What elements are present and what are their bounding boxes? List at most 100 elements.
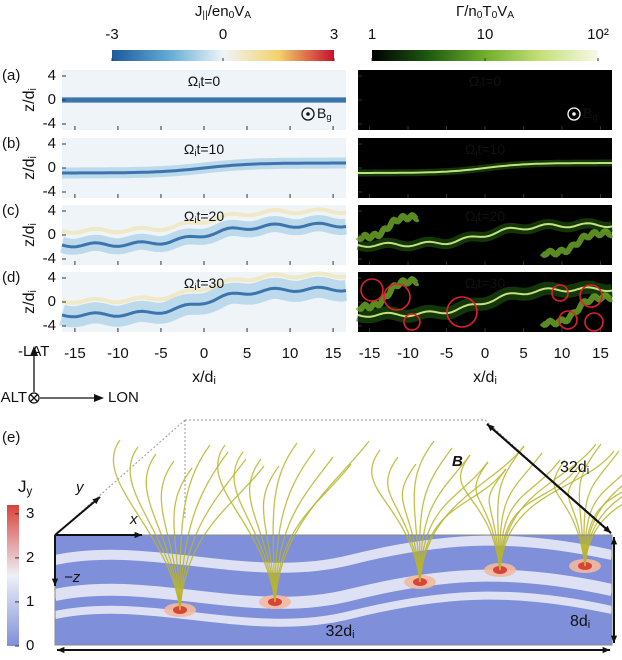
colorbar-label-part: ||: [202, 10, 207, 21]
y-axis-label-part: z/d: [21, 159, 38, 180]
colorbar-label-part: /en: [208, 3, 229, 20]
flux-rope-marker: [579, 284, 603, 308]
colorbar-label-part: T: [482, 3, 491, 20]
current-band: [53, 535, 614, 573]
x-tick-label: -5: [440, 345, 453, 362]
current-sheet-positive: [61, 271, 347, 305]
field-line: [475, 461, 501, 571]
flux-sheet-upper: [355, 212, 420, 243]
x-tick-label: -5: [154, 345, 167, 362]
time-label-part: t=10: [477, 141, 505, 157]
colorbar-tick-label: 3: [26, 505, 34, 522]
x-axis-label-part: i: [494, 375, 496, 387]
colorbar-label: Jy: [18, 477, 33, 497]
time-label-part: Ω: [465, 208, 475, 224]
field-line: [179, 465, 265, 611]
field-line: [499, 466, 579, 571]
time-label-part: i: [194, 148, 196, 159]
flux-rope-marker: [403, 313, 421, 331]
colorbar-label-part: Γ/n: [456, 3, 477, 20]
colorbar-tick-label: 0: [219, 26, 227, 43]
y-tick-label: 0: [48, 226, 56, 243]
flux-rope-marker: [383, 283, 411, 311]
time-label-part: Ω: [469, 73, 479, 89]
x-tick-label: 5: [519, 345, 527, 362]
colorbar: [7, 505, 19, 646]
time-label-part: Ω: [465, 275, 475, 291]
time-label-part: t=30: [196, 275, 224, 291]
panel-label: (a): [2, 67, 20, 84]
x-tick-label: 10: [554, 345, 571, 362]
compass-right-label: LON: [108, 389, 139, 406]
compass-out-label: ALT: [1, 389, 27, 406]
flux-sheet: [357, 222, 613, 248]
flux-sheet-upper: [355, 275, 420, 312]
guide-field-label-part: g: [326, 112, 331, 123]
panel-label: (b): [2, 135, 20, 152]
x-axis-label-part: i: [213, 375, 215, 387]
x-axis-label: x/di: [473, 369, 497, 387]
field-line: [419, 454, 471, 583]
y-axis-label-part: i: [27, 156, 39, 158]
current-sheet: [62, 161, 346, 175]
field-line: [584, 473, 622, 567]
time-label-part: Ω: [184, 208, 194, 224]
dim-top: [486, 423, 612, 534]
field-line: [179, 458, 247, 611]
colorbar: [372, 50, 598, 61]
y-axis-label-part: z/d: [21, 293, 38, 314]
dim-label: 32di: [325, 623, 354, 641]
time-label-part: Ω: [184, 275, 194, 291]
guide-field-label: Bg: [583, 105, 598, 123]
y-tick-label: 0: [48, 293, 56, 310]
field-line: [274, 449, 316, 603]
time-label: Ωit=10: [465, 141, 505, 159]
compass-out: [28, 392, 40, 404]
x-tick-label: 15: [325, 345, 342, 362]
heatmap-panel: [62, 272, 346, 332]
colorbar-label-part: 0: [477, 10, 483, 21]
colorbar-label-part: J: [195, 3, 203, 20]
dim-label-part: i: [588, 619, 590, 631]
colorbar-label-part: A: [244, 10, 251, 21]
field-line: [499, 450, 615, 571]
field-line: [413, 440, 435, 583]
time-label-part: t=0: [200, 73, 220, 89]
field-line: [401, 463, 421, 583]
y-axis-label-part: z/d: [21, 226, 38, 247]
box-back-edges: [54, 419, 613, 536]
dim-label-part: 8d: [570, 613, 588, 630]
y-axis-label: z/di: [21, 156, 39, 180]
colorbar-label: Γ/n0T0VA: [456, 3, 514, 21]
time-label: Ωit=10: [184, 141, 224, 159]
current-sheet: [61, 221, 347, 249]
field-line: [499, 452, 543, 571]
z-arrow-head: [51, 578, 59, 586]
y-tick-label: 4: [48, 269, 56, 286]
time-label-part: t=0: [481, 73, 501, 89]
flux-sheet-lower: [539, 228, 614, 259]
field-line: [217, 444, 276, 603]
dim-bottom-head: [57, 646, 65, 654]
colorbar-label: J||/en0VA: [195, 3, 251, 21]
field-line: [129, 446, 181, 611]
field-line: [459, 454, 501, 571]
guide-field-symbol: [567, 107, 581, 121]
dim-depth-head: [610, 537, 618, 545]
colorbar-label-part: y: [27, 486, 33, 498]
heatmap-panel: [62, 205, 346, 265]
guide-field-label-part: B: [317, 105, 326, 121]
field-line: [272, 442, 298, 603]
guide-field-dot: [572, 112, 576, 116]
field-line: [248, 458, 276, 603]
field-line: [583, 450, 620, 567]
colorbar-tick-label: 1: [26, 593, 34, 610]
guide-field-label: Bg: [317, 105, 332, 123]
field-line: [371, 449, 421, 583]
x-tick-label: -10: [107, 345, 129, 362]
dim-label-part: 32d: [560, 459, 587, 476]
time-label-part: Ω: [465, 141, 475, 157]
panel-label: (e): [2, 429, 20, 446]
field-label: B: [452, 453, 463, 470]
dim-label-part: i: [587, 465, 589, 477]
